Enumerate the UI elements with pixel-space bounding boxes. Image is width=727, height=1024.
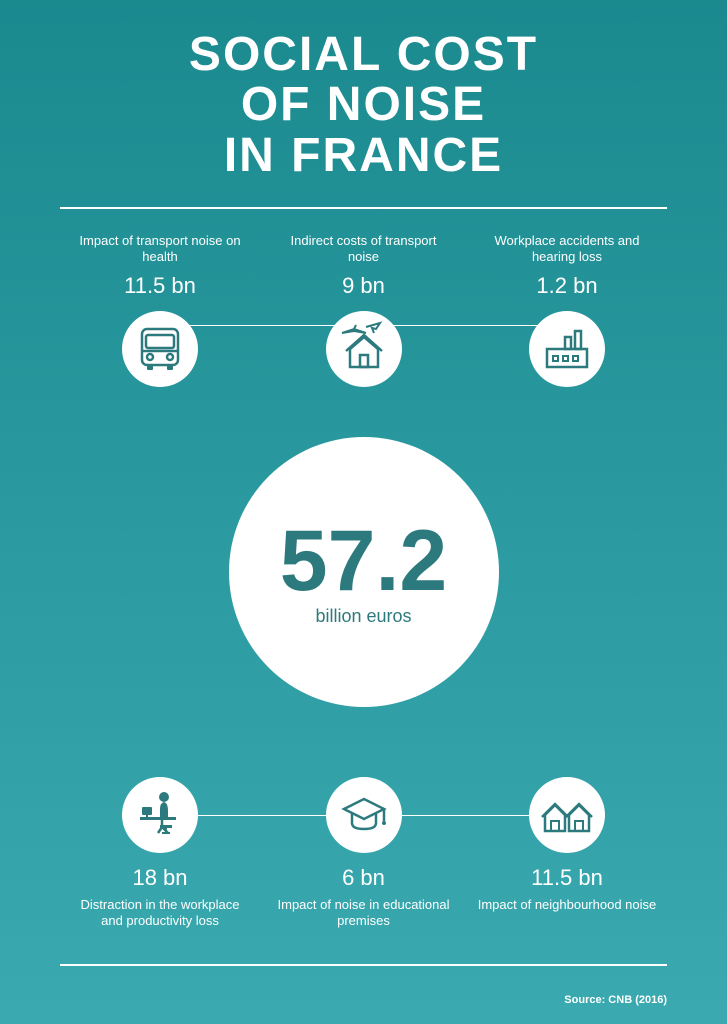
house-plane-icon	[326, 311, 402, 387]
item-value: 18 bn	[132, 865, 187, 891]
title-line-2: OF NOISE	[40, 80, 687, 130]
title-line-1: SOCIAL COST	[40, 30, 687, 80]
bottom-row: 18 bn Distraction in the workplace and p…	[0, 747, 727, 930]
divider-bottom	[60, 964, 667, 966]
bus-icon	[122, 311, 198, 387]
bottom-item-distraction: 18 bn Distraction in the workplace and p…	[70, 777, 250, 930]
grad-cap-icon	[326, 777, 402, 853]
total-circle: 57.2 billion euros	[229, 437, 499, 707]
item-value: 6 bn	[342, 865, 385, 891]
top-item-transport-health: Impact of transport noise on health 11.5…	[70, 233, 250, 387]
center-total: 57.2 billion euros	[0, 387, 727, 747]
top-row: Impact of transport noise on health 11.5…	[0, 209, 727, 387]
main-title: SOCIAL COST OF NOISE IN FRANCE	[0, 0, 727, 201]
item-value: 11.5 bn	[531, 865, 603, 891]
source-text: Source: CNB (2016)	[564, 994, 667, 1006]
item-value: 1.2 bn	[536, 273, 597, 299]
item-label: Impact of noise in educational premises	[274, 897, 454, 930]
item-value: 11.5 bn	[124, 273, 196, 299]
title-line-3: IN FRANCE	[40, 131, 687, 181]
desk-worker-icon	[122, 777, 198, 853]
item-label: Impact of neighbourhood noise	[478, 897, 657, 913]
item-label: Indirect costs of transport noise	[274, 233, 454, 267]
bottom-item-education: 6 bn Impact of noise in educational prem…	[274, 777, 454, 930]
factory-icon	[529, 311, 605, 387]
total-unit: billion euros	[315, 606, 411, 627]
top-item-workplace-accidents: Workplace accidents and hearing loss 1.2…	[477, 233, 657, 387]
item-value: 9 bn	[342, 273, 385, 299]
item-label: Workplace accidents and hearing loss	[477, 233, 657, 267]
bottom-item-neighbourhood: 11.5 bn Impact of neighbourhood noise	[477, 777, 657, 913]
item-label: Distraction in the workplace and product…	[70, 897, 250, 930]
top-item-indirect-costs: Indirect costs of transport noise 9 bn	[274, 233, 454, 387]
item-label: Impact of transport noise on health	[70, 233, 250, 267]
two-houses-icon	[529, 777, 605, 853]
total-value: 57.2	[280, 518, 447, 604]
